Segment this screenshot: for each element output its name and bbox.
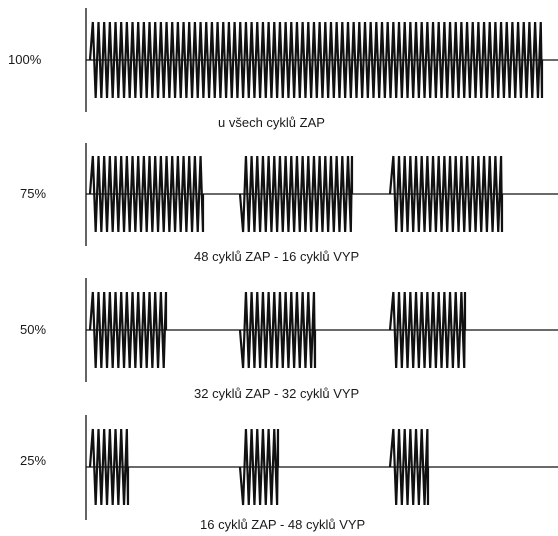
panel-caption: 48 cyklů ZAP - 16 cyklů VYP: [194, 249, 359, 264]
panel-level-label: 50%: [20, 322, 46, 337]
panel-75: 75% 48 cyklů ZAP - 16 cyklů VYP: [20, 143, 558, 264]
wave-burst: [388, 428, 430, 506]
wave-burst: [88, 155, 205, 233]
wave-bursts: [88, 155, 504, 233]
wave-burst: [388, 291, 467, 369]
wave-bursts: [88, 428, 430, 506]
wave-bursts: [88, 291, 467, 369]
panel-level-label: 75%: [20, 186, 46, 201]
wave-burst: [238, 428, 280, 506]
wave-burst: [388, 155, 504, 233]
panel-level-label: 100%: [8, 52, 42, 67]
wave-burst: [238, 291, 317, 369]
panel-caption: 16 cyklů ZAP - 48 cyklů VYP: [200, 517, 365, 532]
wave-burst: [88, 291, 168, 369]
panel-25: 25% 16 cyklů ZAP - 48 cyklů VYP: [20, 415, 558, 532]
panel-caption: 32 cyklů ZAP - 32 cyklů VYP: [194, 386, 359, 401]
wave-burst: [238, 155, 354, 233]
wave-burst: [88, 428, 130, 506]
panel-50: 50% 32 cyklů ZAP - 32 cyklů VYP: [20, 278, 558, 401]
panel-level-label: 25%: [20, 453, 46, 468]
panel-caption: u všech cyklů ZAP: [218, 115, 325, 130]
panel-100: 100% u všech cyklů ZAP: [8, 8, 558, 130]
wave-burst: [88, 21, 544, 99]
wave-bursts: [88, 21, 544, 99]
